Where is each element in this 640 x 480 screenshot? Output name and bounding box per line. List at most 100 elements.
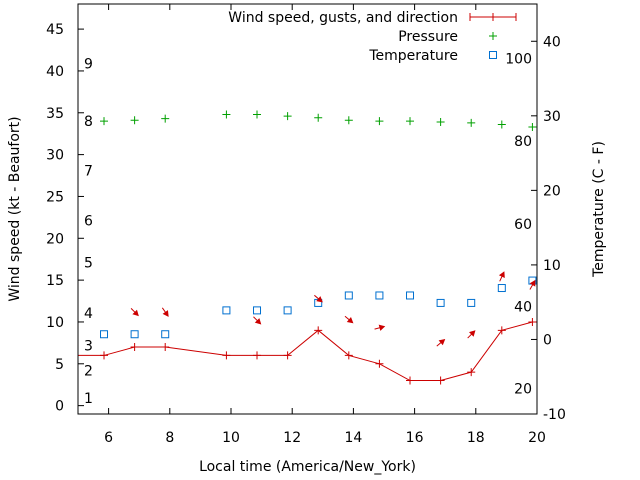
- temperature-point: [283, 306, 292, 315]
- axis-labels: 6 8 10 12 14 16 18 20051015202530354045-1001020…: [7, 22, 607, 475]
- legend-label: Temperature: [368, 48, 458, 64]
- y-right-tick-label: 40: [543, 34, 561, 50]
- y-left-tick-label: 20: [46, 231, 64, 247]
- temperature-point: [253, 306, 262, 315]
- wind-direction-arrow: [253, 316, 262, 325]
- wind-direction-arrow: [314, 294, 323, 303]
- beaufort-label: 7: [84, 164, 93, 180]
- legend-swatch: [489, 51, 497, 59]
- y-left-tick-label: 0: [55, 399, 64, 415]
- beaufort-label: 2: [84, 363, 93, 379]
- wind-speed-point: [497, 326, 506, 335]
- y-left-tick-label: 45: [46, 22, 64, 38]
- beaufort-label: 9: [84, 56, 93, 72]
- fahrenheit-label: 60: [514, 217, 532, 233]
- x-tick-label: 16: [406, 430, 424, 446]
- temperature-point: [497, 284, 506, 293]
- wind-speed-point: [406, 376, 415, 385]
- y-left-axis-title: Wind speed (kt - Beaufort): [7, 116, 23, 301]
- wind-direction-arrow: [161, 307, 169, 317]
- y-right-tick-label: 30: [543, 109, 561, 125]
- pressure-point: [406, 117, 415, 126]
- y-left-tick-label: 5: [55, 357, 64, 373]
- pressure-point: [130, 116, 139, 125]
- wind-direction-arrow: [374, 324, 386, 331]
- legend-swatch: [489, 32, 497, 40]
- pressure-point: [375, 117, 384, 126]
- wind-speed-point: [100, 351, 109, 360]
- wind-direction-arrow: [130, 308, 139, 317]
- fahrenheit-label: 80: [514, 134, 532, 150]
- fahrenheit-label: 100: [505, 51, 532, 67]
- y-left-tick-label: 25: [46, 189, 64, 205]
- temperature-point: [436, 298, 445, 307]
- pressure-point: [222, 110, 231, 119]
- beaufort-label: 1: [84, 391, 93, 407]
- wind-speed-point: [467, 368, 476, 377]
- beaufort-label: 8: [84, 114, 93, 130]
- pressure-point: [436, 117, 445, 126]
- wind-speed-point: [161, 343, 170, 352]
- wind-speed-point: [375, 359, 384, 368]
- fahrenheit-label: 20: [514, 382, 532, 398]
- temperature-point: [100, 330, 109, 339]
- x-tick-label: 10: [222, 430, 240, 446]
- legend-entry: Temperature: [368, 48, 497, 64]
- tick-marks: [78, 4, 538, 415]
- x-tick-label: 18: [467, 430, 485, 446]
- legend-entry: Pressure: [398, 29, 497, 45]
- x-tick-label: 14: [344, 430, 362, 446]
- wind-speed-point: [528, 317, 537, 326]
- temperature-point: [406, 291, 415, 300]
- wind-speed-point: [253, 351, 262, 360]
- wind-speed-point: [130, 343, 139, 352]
- beaufort-label: 4: [84, 306, 93, 322]
- wind-speed-point: [283, 351, 292, 360]
- wind-direction-arrow: [344, 315, 354, 324]
- y-right-axis-title: Temperature (C - F): [591, 141, 607, 278]
- plot-frame: [77, 3, 538, 415]
- wind-speed-point: [344, 351, 353, 360]
- wind-speed-point: [222, 351, 231, 360]
- y-left-tick-label: 35: [46, 106, 64, 122]
- x-axis-title: Local time (America/New_York): [199, 459, 416, 475]
- temperature-point: [161, 330, 170, 339]
- x-tick-label: 12: [283, 430, 301, 446]
- legend-entry: Wind speed, gusts, and direction: [228, 10, 517, 26]
- temperature-point: [130, 330, 139, 339]
- beaufort-label: 5: [84, 256, 93, 272]
- wind-speed-line: [78, 321, 537, 382]
- pressure-point: [314, 113, 323, 122]
- x-tick-label: 6: [104, 430, 113, 446]
- y-left-tick-label: 40: [46, 64, 64, 80]
- pressure-point: [253, 110, 262, 119]
- y-right-tick-label: 20: [543, 183, 561, 199]
- y-left-tick-label: 15: [46, 273, 64, 289]
- y-right-tick-label: -10: [543, 407, 566, 423]
- fahrenheit-label: 40: [514, 300, 532, 316]
- beaufort-label: 6: [84, 214, 93, 230]
- temperature-point: [375, 291, 384, 300]
- pressure-point: [467, 118, 476, 127]
- pressure-point: [344, 116, 353, 125]
- legend: Wind speed, gusts, and direction Pressure…: [228, 10, 517, 64]
- legend-label: Pressure: [398, 29, 458, 45]
- pressure-point: [497, 120, 506, 129]
- wind-speed-point: [314, 326, 323, 335]
- x-tick-label: 8: [165, 430, 174, 446]
- wind-direction-arrow: [467, 330, 476, 339]
- pressure-point: [100, 117, 109, 126]
- beaufort-label: 3: [84, 338, 93, 354]
- wind-direction-arrow: [498, 271, 505, 282]
- temperature-point: [467, 298, 476, 307]
- pressure-point: [528, 123, 537, 131]
- legend-label: Wind speed, gusts, and direction: [228, 10, 458, 26]
- plot-series: [78, 110, 537, 385]
- pressure-point: [283, 112, 292, 121]
- wind-speed-point: [436, 376, 445, 385]
- temperature-point: [222, 306, 231, 315]
- wind-direction-arrow: [529, 279, 536, 290]
- x-tick-label: 20: [528, 430, 546, 446]
- pressure-point: [161, 114, 170, 123]
